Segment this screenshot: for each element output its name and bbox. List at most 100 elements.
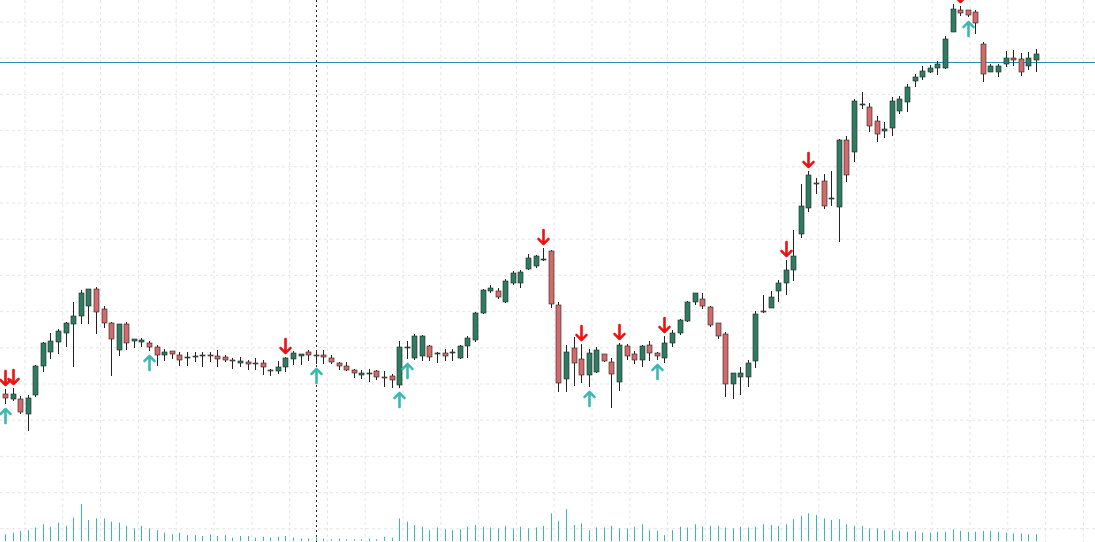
candle[interactable] [93,287,100,334]
candle[interactable] [2,389,9,404]
candle[interactable] [154,345,161,366]
candle[interactable] [957,6,964,16]
candle[interactable] [904,84,911,112]
candle[interactable] [17,396,24,414]
candle[interactable] [919,66,926,80]
candle[interactable] [169,350,176,359]
candle[interactable] [411,334,418,360]
candle[interactable] [987,64,994,73]
candle[interactable] [260,360,267,375]
candle[interactable] [980,42,987,82]
candle[interactable] [798,184,805,238]
candle[interactable] [1033,49,1040,72]
candle[interactable] [207,352,214,362]
candle[interactable] [313,351,320,364]
candle[interactable] [775,280,782,302]
candle[interactable] [896,96,903,114]
candle[interactable] [298,353,305,365]
candle[interactable] [874,116,881,142]
candle[interactable] [654,352,661,360]
candle[interactable] [389,374,396,388]
candle[interactable] [624,344,631,360]
candle[interactable] [699,293,706,309]
candle[interactable] [965,9,972,17]
candle[interactable] [419,335,426,361]
candle[interactable] [540,248,547,261]
candle[interactable] [745,360,752,387]
candle[interactable] [601,353,608,362]
candle[interactable] [571,337,578,386]
candle[interactable] [790,230,797,281]
candle[interactable] [70,302,77,367]
candle[interactable] [912,74,919,87]
candle[interactable] [768,291,775,309]
candle[interactable] [821,174,828,209]
candle[interactable] [85,288,92,324]
candle[interactable] [707,306,714,327]
candle[interactable] [199,352,206,367]
candle[interactable] [1025,52,1032,70]
candle[interactable] [669,330,676,347]
candle[interactable] [305,350,312,361]
candle[interactable] [161,349,168,361]
candle[interactable] [927,65,934,73]
candle[interactable] [805,171,812,212]
candle[interactable] [608,358,615,408]
candle[interactable] [661,336,668,363]
candle[interactable] [282,357,289,372]
candle[interactable] [639,345,646,367]
candle[interactable] [555,302,562,392]
candle[interactable] [351,369,358,378]
candle[interactable] [32,365,39,397]
candle[interactable] [752,311,759,368]
candle[interactable] [677,319,684,335]
candle[interactable] [684,301,691,322]
candle[interactable] [495,288,502,299]
candle[interactable] [138,338,145,347]
candle[interactable] [442,349,449,361]
candle[interactable] [267,369,274,376]
candle[interactable] [942,36,949,69]
candle[interactable] [373,370,380,380]
candle[interactable] [245,360,252,370]
candle[interactable] [510,271,517,285]
candle[interactable] [889,97,896,136]
candle[interactable] [275,361,282,374]
candle[interactable] [722,332,729,397]
candle[interactable] [343,362,350,371]
candle[interactable] [517,270,524,288]
candle[interactable] [881,122,888,138]
candle[interactable] [381,371,388,387]
candle[interactable] [950,4,957,33]
candle[interactable] [176,352,183,366]
candle[interactable] [47,333,54,359]
candle[interactable] [866,103,873,132]
candle[interactable] [101,306,108,328]
candle[interactable] [449,349,456,361]
candle[interactable] [487,285,494,293]
candle[interactable] [715,322,722,339]
candle[interactable] [290,351,297,365]
candle[interactable] [214,350,221,367]
candle[interactable] [404,341,411,359]
candle[interactable] [358,370,365,379]
candle[interactable] [593,347,600,373]
candle[interactable] [586,349,593,387]
candle[interactable] [502,279,509,303]
candle[interactable] [859,92,866,109]
candle[interactable] [426,345,433,361]
candle[interactable] [760,295,767,313]
candle[interactable] [480,289,487,314]
candle[interactable] [229,358,236,369]
candle[interactable] [237,357,244,367]
candle[interactable] [563,345,570,392]
candle[interactable] [25,395,32,431]
candle[interactable] [63,322,70,347]
candle[interactable] [40,342,47,372]
candle[interactable] [646,341,653,361]
candle[interactable] [78,290,85,324]
candle[interactable] [783,260,790,295]
candle[interactable] [851,99,858,162]
candle[interactable] [578,344,585,383]
